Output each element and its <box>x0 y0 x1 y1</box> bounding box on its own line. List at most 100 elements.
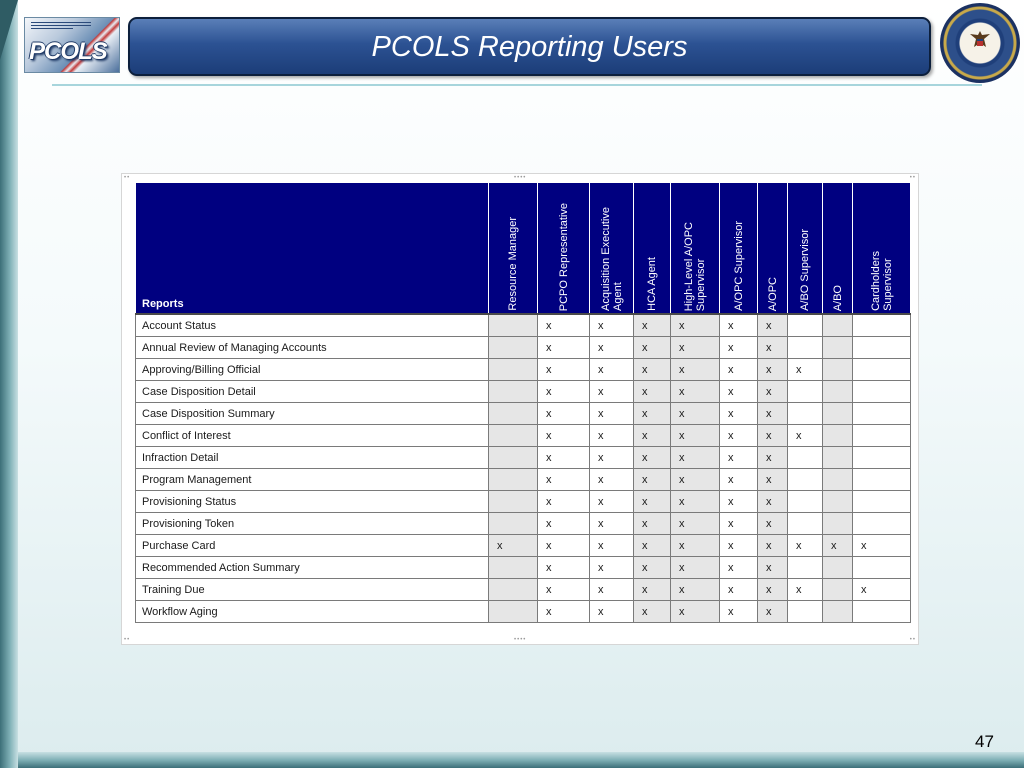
access-mark-cell: x <box>589 556 634 579</box>
dod-seal-icon <box>940 3 1020 83</box>
access-mark-cell: x <box>633 313 671 337</box>
access-mark-cell: x <box>719 600 758 623</box>
access-mark-cell: x <box>670 446 720 469</box>
access-mark-cell: x <box>719 578 758 601</box>
report-name-cell: Conflict of Interest <box>135 424 489 447</box>
access-mark-cell: x <box>670 313 720 337</box>
access-mark-cell: x <box>670 336 720 359</box>
column-header-label: A/OPC <box>766 276 779 311</box>
access-mark-cell: x <box>822 534 853 557</box>
access-mark-cell: x <box>633 468 671 491</box>
access-mark-cell <box>787 313 823 337</box>
access-mark-cell <box>488 578 538 601</box>
report-name-cell: Recommended Action Summary <box>135 556 489 579</box>
report-name-cell: Account Status <box>135 313 489 337</box>
column-header-label: HCA Agent <box>646 257 658 311</box>
pcols-logo-text: PCOLS <box>29 38 108 65</box>
access-mark-cell <box>488 336 538 359</box>
access-mark-cell: x <box>670 534 720 557</box>
access-mark-cell: x <box>670 358 720 381</box>
access-mark-cell: x <box>589 468 634 491</box>
table-row: Approving/Billing Official x x x x x x x <box>135 358 911 381</box>
access-mark-cell <box>822 468 853 491</box>
access-mark-cell: x <box>719 490 758 513</box>
access-mark-cell <box>822 313 853 337</box>
access-mark-cell: x <box>757 578 788 601</box>
access-mark-cell: x <box>589 490 634 513</box>
access-mark-cell: x <box>589 446 634 469</box>
report-name-cell: Purchase Card <box>135 534 489 557</box>
access-mark-cell: x <box>719 402 758 425</box>
column-header-4: High-Level A/OPC Supervisor <box>670 182 720 315</box>
access-mark-cell <box>488 380 538 403</box>
table-row: Provisioning Status x x x x x x <box>135 490 911 513</box>
access-mark-cell <box>488 600 538 623</box>
access-mark-cell: x <box>670 600 720 623</box>
column-header-label: Acquisition Executive Agent <box>599 207 624 311</box>
access-mark-cell: x <box>589 402 634 425</box>
access-mark-cell: x <box>633 380 671 403</box>
access-mark-cell: x <box>757 313 788 337</box>
access-mark-cell <box>488 424 538 447</box>
table-row: Case Disposition Detail x x x x x x <box>135 380 911 403</box>
column-header-label: Resource Manager <box>507 217 519 311</box>
access-mark-cell: x <box>537 534 590 557</box>
table-body: Account Status x x x x x x Annual Review of Man… <box>135 313 911 623</box>
title-divider <box>52 84 982 86</box>
access-mark-cell: x <box>589 600 634 623</box>
access-mark-cell: x <box>633 424 671 447</box>
access-mark-cell: x <box>757 402 788 425</box>
access-mark-cell: x <box>537 313 590 337</box>
access-mark-cell: x <box>537 358 590 381</box>
column-header-label: Cardholders Supervisor <box>869 251 894 311</box>
access-mark-cell <box>852 336 911 359</box>
access-mark-cell <box>488 446 538 469</box>
column-header-1: PCPO Representative <box>537 182 590 315</box>
access-mark-cell: x <box>852 534 911 557</box>
access-mark-cell: x <box>537 446 590 469</box>
table-row: Provisioning Token x x x x x x <box>135 512 911 535</box>
column-header-2: Acquisition Executive Agent <box>589 182 634 315</box>
bottom-decor-bar <box>18 752 1024 768</box>
access-mark-cell: x <box>589 313 634 337</box>
frame-corner-tl: •• <box>124 175 131 181</box>
access-mark-cell: x <box>589 336 634 359</box>
column-header-6: A/OPC <box>757 182 788 315</box>
access-mark-cell <box>852 358 911 381</box>
access-mark-cell <box>822 446 853 469</box>
access-mark-cell: x <box>757 512 788 535</box>
column-header-label: A/BO <box>831 284 844 311</box>
access-mark-cell: x <box>589 358 634 381</box>
access-mark-cell: x <box>633 446 671 469</box>
report-name-cell: Approving/Billing Official <box>135 358 489 381</box>
access-mark-cell <box>852 402 911 425</box>
access-mark-cell <box>787 468 823 491</box>
access-mark-cell: x <box>537 468 590 491</box>
access-mark-cell: x <box>589 534 634 557</box>
access-mark-cell: x <box>757 336 788 359</box>
access-mark-cell: x <box>787 534 823 557</box>
access-mark-cell <box>822 490 853 513</box>
table-header-row: Reports Resource Manager PCPO Representat… <box>135 182 911 315</box>
column-header-0: Resource Manager <box>488 182 538 315</box>
column-header-label: A/OPC Supervisor <box>732 221 745 311</box>
report-name-cell: Case Disposition Summary <box>135 402 489 425</box>
access-mark-cell: x <box>852 578 911 601</box>
access-mark-cell: x <box>757 600 788 623</box>
access-mark-cell: x <box>719 380 758 403</box>
table-row: Program Management x x x x x x <box>135 468 911 491</box>
frame-corner-bl: •• <box>124 637 131 643</box>
title-bar: PCOLS Reporting Users <box>128 17 931 76</box>
access-mark-cell: x <box>670 512 720 535</box>
access-mark-cell: x <box>537 600 590 623</box>
table-row: Case Disposition Summary x x x x x x <box>135 402 911 425</box>
access-mark-cell <box>787 336 823 359</box>
access-mark-cell: x <box>719 556 758 579</box>
access-mark-cell <box>488 358 538 381</box>
access-mark-cell: x <box>633 556 671 579</box>
access-mark-cell: x <box>633 534 671 557</box>
frame-handle-bottom: •••• <box>514 637 527 643</box>
report-name-cell: Infraction Detail <box>135 446 489 469</box>
access-mark-cell: x <box>537 490 590 513</box>
access-mark-cell: x <box>670 556 720 579</box>
